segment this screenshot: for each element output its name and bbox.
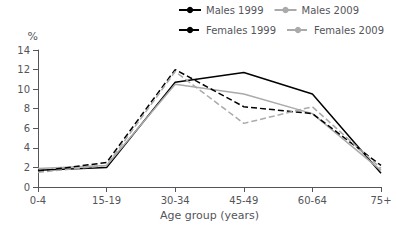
svg-text:30-34: 30-34 bbox=[161, 195, 190, 206]
svg-text:Females 1999: Females 1999 bbox=[206, 25, 276, 36]
svg-text:Females 2009: Females 2009 bbox=[314, 25, 384, 36]
svg-text:6: 6 bbox=[24, 123, 30, 134]
svg-text:%: % bbox=[28, 30, 38, 43]
svg-text:Males 1999: Males 1999 bbox=[206, 5, 264, 16]
svg-text:15-19: 15-19 bbox=[92, 195, 121, 206]
svg-text:12: 12 bbox=[17, 64, 30, 75]
svg-text:45-49: 45-49 bbox=[229, 195, 258, 206]
svg-text:Males 2009: Males 2009 bbox=[302, 5, 360, 16]
svg-text:8: 8 bbox=[24, 103, 30, 114]
svg-text:60-64: 60-64 bbox=[298, 195, 327, 206]
svg-text:10: 10 bbox=[17, 84, 30, 95]
svg-text:2: 2 bbox=[24, 162, 30, 173]
svg-text:14: 14 bbox=[17, 45, 30, 56]
svg-text:75+: 75+ bbox=[370, 195, 391, 206]
svg-text:0-4: 0-4 bbox=[30, 195, 46, 206]
svg-text:0: 0 bbox=[24, 182, 30, 193]
svg-text:Age group (years): Age group (years) bbox=[160, 209, 259, 222]
svg-text:4: 4 bbox=[24, 142, 30, 153]
